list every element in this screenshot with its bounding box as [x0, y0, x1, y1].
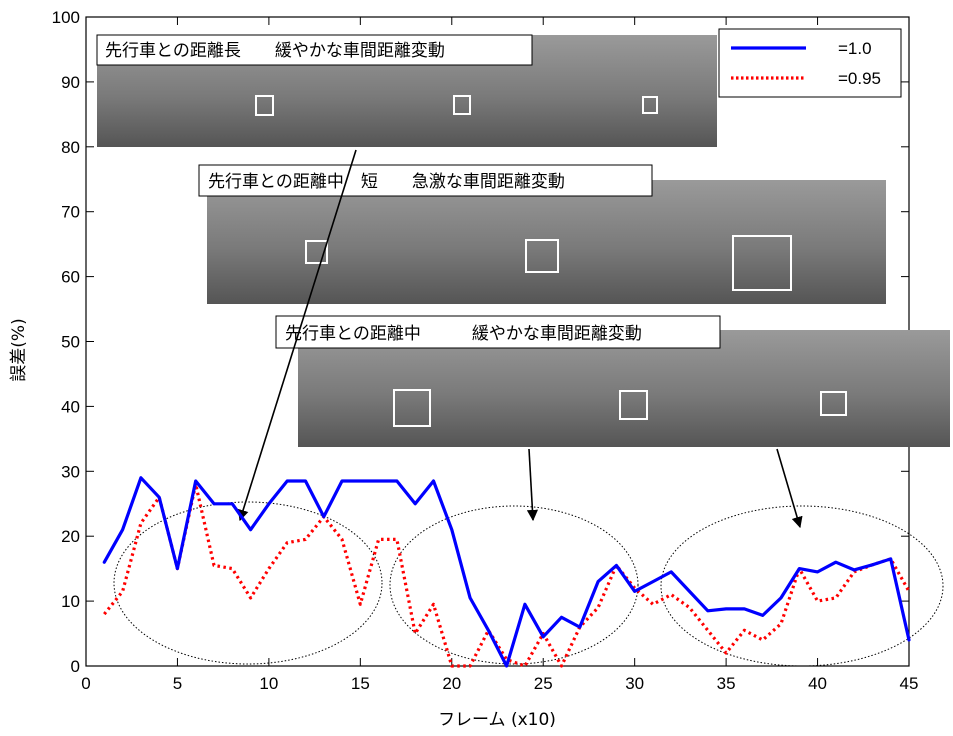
y-tick-label: 70 — [61, 203, 80, 222]
photo-frame-3b — [514, 330, 732, 447]
y-tick-label: 80 — [61, 138, 80, 157]
y-tick-label: 40 — [61, 397, 80, 416]
arrow-3 — [776, 448, 803, 529]
photo-frame-1c — [510, 35, 717, 147]
tracking-box — [305, 240, 328, 264]
highlight-ellipse-3 — [660, 505, 944, 667]
tracking-box — [642, 96, 658, 114]
tracking-box — [820, 391, 847, 416]
caption-3: 先行車との距離中 緩やかな車間距離変動 — [285, 324, 642, 344]
x-tick-label: 35 — [717, 674, 736, 693]
x-tick-label: 45 — [900, 674, 919, 693]
x-tick-label: 10 — [259, 674, 278, 693]
tracking-box — [732, 235, 792, 291]
y-tick-label: 10 — [61, 592, 80, 611]
x-tick-label: 30 — [625, 674, 644, 693]
photo-frame-2b — [435, 180, 659, 304]
x-tick-label: 40 — [808, 674, 827, 693]
x-tick-label: 5 — [173, 674, 182, 693]
photo-strip-2: 先行車との距離中 短 急激な車間距離変動 — [198, 164, 886, 304]
photo-strip-1: 先行車との距離長 緩やかな車間距離変動 — [96, 34, 717, 147]
photo-frame-3a — [298, 330, 514, 447]
highlight-ellipse-1 — [113, 501, 383, 665]
tracking-box — [453, 95, 471, 115]
x-tick-label: 0 — [81, 674, 90, 693]
tracking-box — [255, 95, 274, 116]
highlight-ellipse-2 — [389, 505, 639, 665]
y-tick-label: 50 — [61, 333, 80, 352]
y-tick-label: 20 — [61, 527, 80, 546]
arrow-2 — [526, 448, 539, 522]
photo-frame-2c — [659, 180, 886, 304]
legend-box — [718, 28, 902, 98]
tracking-box — [525, 239, 559, 273]
series-line-0 — [102, 476, 911, 668]
legend-label-1: =0.95 — [838, 69, 881, 88]
y-tick-label: 0 — [71, 657, 80, 676]
x-axis-ticks: 0 5 10 15 20 25 30 35 40 45 — [81, 17, 918, 693]
caption-2: 先行車との距離中 短 急激な車間距離変動 — [208, 172, 565, 192]
series-layer — [102, 476, 911, 668]
x-axis-title: フレーム (x10) — [438, 710, 556, 730]
caption-1: 先行車との距離長 緩やかな車間距離変動 — [105, 41, 445, 61]
photo-frame-3c — [732, 330, 950, 447]
arrow-1 — [237, 149, 357, 522]
y-axis-ticks: 0 10 20 30 40 50 60 70 80 90 100 — [52, 8, 909, 676]
y-tick-label: 100 — [52, 8, 80, 27]
tracking-box — [393, 389, 431, 427]
y-tick-label: 60 — [61, 268, 80, 287]
caption-box-3 — [275, 315, 721, 349]
y-axis-title: 誤差(%) — [9, 318, 29, 381]
y-tick-label: 30 — [61, 462, 80, 481]
caption-box-1 — [96, 34, 533, 66]
y-tick-label: 90 — [61, 73, 80, 92]
x-tick-label: 25 — [534, 674, 553, 693]
series-line-1 — [103, 482, 911, 668]
caption-box-2 — [198, 164, 653, 197]
x-tick-label: 15 — [351, 674, 370, 693]
legend-label-0: =1.0 — [838, 39, 872, 58]
legend: =1.0 =0.95 — [718, 28, 902, 98]
photo-strip-3: 先行車との距離中 緩やかな車間距離変動 — [275, 315, 950, 447]
tracking-box — [619, 390, 648, 420]
x-tick-label: 20 — [442, 674, 461, 693]
